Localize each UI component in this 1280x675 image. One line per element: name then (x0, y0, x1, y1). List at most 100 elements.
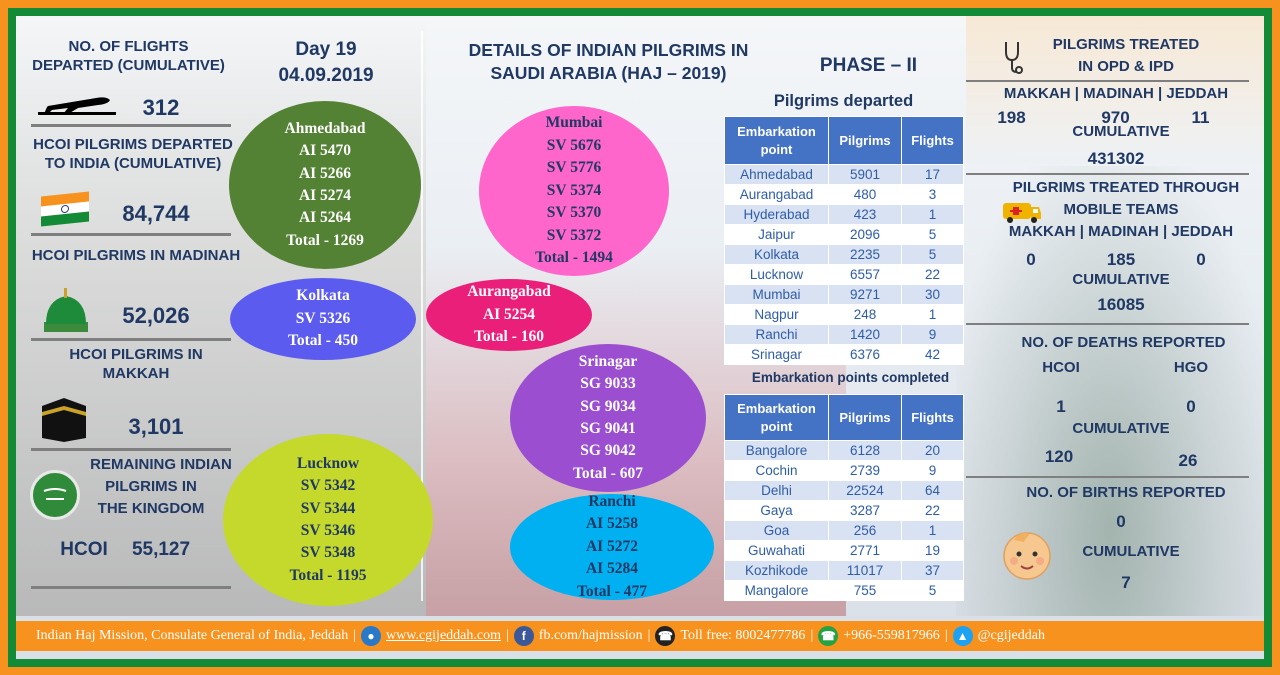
infographic: NO. OF FLIGHTS DEPARTED (CUMULATIVE) 312… (16, 16, 1264, 659)
twitter-icon: ▲ (952, 626, 973, 646)
bubble-city: Aurangabad (467, 283, 551, 301)
footer-website-link[interactable]: www.cgijeddah.com (386, 628, 501, 643)
hcoi-departed-value: 84,744 (122, 201, 190, 226)
cell-flights: 1 (901, 304, 964, 325)
cell-point: Cochin (724, 460, 829, 481)
bubble-total: Total - 477 (576, 582, 648, 600)
bubble-city: Kolkata (296, 287, 350, 305)
table-row: Ahmedabad 5901 17 (724, 164, 964, 185)
mobile-makkah: 0 (1026, 250, 1036, 269)
cell-pilgrims: 248 (828, 304, 902, 325)
bubble-flight: AI 5264 (298, 209, 352, 227)
table-row: Aurangabad 480 3 (724, 184, 964, 205)
bubble-flight: SV 5344 (300, 499, 356, 517)
table-row: Mangalore 755 5 (724, 580, 964, 601)
bubble-flight: SV 5348 (300, 544, 356, 562)
departed-table: Embarkation point Pilgrims Flights Ahmed… (724, 116, 964, 365)
mobile-cumulative: 16085 (1097, 295, 1145, 314)
cell-point: Kolkata (724, 244, 829, 265)
births-value: 0 (1116, 512, 1126, 531)
bubble-flight: SG 9034 (580, 397, 636, 415)
footer-separator: | (944, 628, 948, 643)
bubble-total: Total - 1269 (286, 231, 364, 249)
makkah-value: 3,101 (128, 414, 184, 439)
footer-separator: | (810, 628, 814, 643)
bubble-flight: SG 9041 (580, 420, 636, 437)
cell-flights: 17 (901, 164, 964, 185)
cell-point: Ranchi (724, 324, 829, 345)
births-title: NO. OF BIRTHS REPORTED (1026, 484, 1226, 501)
airplane-icon (38, 92, 118, 123)
opd-cities: MAKKAH | MADINAH | JEDDAH (1003, 85, 1229, 102)
hcoi-departed-title: HCOI PILGRIMS DEPARTED TO INDIA (CUMULAT… (33, 136, 233, 172)
saudi-flag-icon (30, 470, 80, 520)
bubble-ahmedabad: Ahmedabad AI 5470 AI 5266 AI 5274 AI 526… (229, 101, 421, 269)
cell-flights: 5 (901, 244, 964, 265)
deaths-hcoi-label: HCOI (1042, 359, 1080, 376)
cell-point: Goa (724, 520, 829, 541)
cell-pilgrims: 1420 (828, 324, 902, 345)
cell-flights: 20 (901, 440, 964, 461)
bubble-city: Srinagar (578, 352, 638, 370)
cell-point: Ahmedabad (724, 164, 829, 185)
footer-twitter-link[interactable]: @cgijeddah (977, 628, 1045, 643)
opd-cumulative: 431302 (1087, 149, 1145, 168)
bubble-flight: AI 5284 (585, 560, 639, 578)
day-date: 04.09.2019 (278, 65, 374, 86)
bubble-flight: AI 5470 (298, 142, 352, 160)
divider (31, 233, 231, 236)
cell-flights: 9 (901, 460, 964, 481)
cell-flights: 5 (901, 580, 964, 601)
bubble-total: Total - 607 (572, 464, 644, 482)
births-cumulative-label: CUMULATIVE (1082, 543, 1180, 560)
cell-flights: 19 (901, 540, 964, 561)
column-divider (421, 31, 423, 601)
ambulance-icon (1001, 199, 1043, 230)
deaths-cumulative-label: CUMULATIVE (1072, 420, 1170, 437)
table-row: Mumbai 9271 30 (724, 284, 964, 305)
bubble-lucknow: Lucknow SV 5342 SV 5344 SV 5346 SV 5348 … (223, 434, 433, 606)
bubble-flight: SV 5374 (546, 181, 602, 199)
day-label: Day 19 (295, 39, 357, 60)
table-row: Nagpur 248 1 (724, 304, 964, 325)
deaths-hgo: 0 (1186, 397, 1196, 416)
bubble-flight: SV 5346 (300, 522, 356, 539)
deaths-hgo-label: HGO (1173, 359, 1209, 376)
bubble-city: Lucknow (296, 454, 360, 472)
cell-point: Guwahati (724, 540, 829, 561)
remaining-title-1: REMAINING INDIAN (90, 456, 232, 473)
bubble-aurangabad: Aurangabad AI 5254 Total - 160 (426, 279, 592, 351)
bubble-flight: AI 5258 (585, 515, 639, 533)
births-cumulative: 7 (1121, 573, 1131, 592)
cell-point: Aurangabad (724, 184, 829, 205)
remaining-title-2: PILGRIMS IN (105, 478, 197, 495)
bubble-flight: SV 5676 (546, 136, 602, 154)
bubble-flight: SV 5326 (295, 309, 351, 327)
table-row: Bangalore 6128 20 (724, 440, 964, 461)
col-header: Flights (901, 116, 964, 165)
mobile-title-1: PILGRIMS TREATED THROUGH (1012, 179, 1240, 196)
divider (966, 476, 1249, 478)
cell-pilgrims: 5901 (828, 164, 902, 185)
bubble-city: Mumbai (545, 114, 603, 132)
bubble-srinagar: Srinagar SG 9033 SG 9034 SG 9041 SG 9042… (510, 344, 706, 492)
table-row: Srinagar 6376 42 (724, 344, 964, 365)
cell-point: Jaipur (724, 224, 829, 245)
deaths-cum-hgo: 26 (1178, 451, 1198, 470)
center-title-2: SAUDI ARABIA (HAJ – 2019) (490, 63, 727, 83)
india-flag-icon (41, 191, 89, 227)
phone-icon: ☎ (655, 626, 676, 646)
deaths-cum-hcoi: 120 (1044, 447, 1074, 466)
cell-point: Gaya (724, 500, 829, 521)
departed-heading: Pilgrims departed (773, 92, 914, 110)
cell-pilgrims: 2096 (828, 224, 902, 245)
divider (31, 448, 231, 451)
table-row: Hyderabad 423 1 (724, 204, 964, 225)
cell-point: Srinagar (724, 344, 829, 365)
deaths-title: NO. OF DEATHS REPORTED (1021, 334, 1226, 351)
opd-title-2: IN OPD & IPD (1078, 58, 1174, 75)
flights-value: 312 (142, 95, 180, 120)
divider (31, 338, 231, 341)
table-row: Gaya 3287 22 (724, 500, 964, 521)
footer-facebook-link[interactable]: fb.com/hajmission (538, 628, 643, 643)
